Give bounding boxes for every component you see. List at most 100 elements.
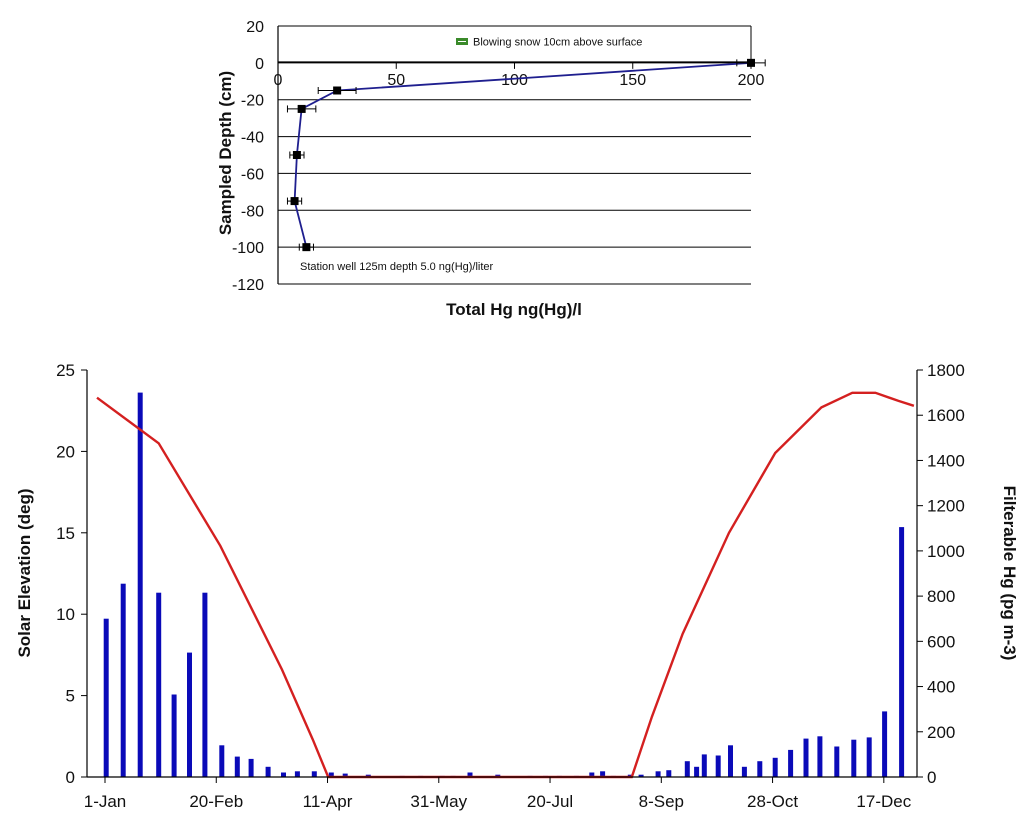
top-y-tick-labels: 20 0 -20 -40 -60 -80 -100 -120 xyxy=(232,19,264,294)
data-point-marker xyxy=(302,243,311,252)
left-y-tick-label: 20 xyxy=(56,442,75,461)
hg-bar xyxy=(156,592,162,777)
hg-bar xyxy=(467,772,473,777)
left-y-tick-label: 5 xyxy=(66,687,75,706)
top-series xyxy=(286,58,766,252)
top-y-tick-label: -40 xyxy=(241,130,264,147)
top-y-tick-label: -100 xyxy=(232,240,264,257)
hg-bar xyxy=(899,527,905,777)
hg-bar xyxy=(120,583,126,777)
hg-bar xyxy=(342,773,348,777)
top-y-tick-label: -120 xyxy=(232,277,264,294)
left-y-tick-label: 15 xyxy=(56,524,75,543)
right-y-tick-label: 800 xyxy=(927,587,955,606)
hg-bar xyxy=(171,694,177,777)
hg-bar xyxy=(655,771,661,777)
bottom-chart: 0 5 10 15 20 25 0 200 400 600 800 1000 1200 1400 1600… xyxy=(15,361,1017,811)
top-gridlines xyxy=(278,25,752,285)
hg-bar xyxy=(666,770,672,777)
bottom-x-tick-label: 1-Jan xyxy=(84,792,127,811)
hg-bar xyxy=(187,652,192,777)
filterable-hg-bars xyxy=(103,392,905,777)
left-y-tick-labels: 0 5 10 15 20 25 xyxy=(56,361,87,787)
data-point-marker xyxy=(297,104,306,113)
hg-bar xyxy=(817,736,823,777)
hg-bar xyxy=(265,766,271,777)
bottom-x-tick-label: 31-May xyxy=(410,792,467,811)
hg-bar xyxy=(638,774,644,777)
left-y-axis-title: Solar Elevation (deg) xyxy=(15,488,34,657)
right-y-tick-label: 400 xyxy=(927,678,955,697)
hg-bar xyxy=(311,771,317,777)
right-y-tick-label: 1400 xyxy=(927,451,965,470)
bottom-x-tick-label: 17-Dec xyxy=(856,792,911,811)
bottom-x-tick-label: 11-Apr xyxy=(303,792,353,811)
right-y-tick-label: 0 xyxy=(927,768,936,787)
hg-bar xyxy=(248,758,254,777)
hg-bar xyxy=(728,745,733,777)
left-y-tick-label: 0 xyxy=(66,768,75,787)
hg-bar xyxy=(834,746,840,777)
solar-elevation-line xyxy=(96,391,915,779)
left-y-tick-label: 10 xyxy=(56,605,75,624)
right-y-tick-label: 600 xyxy=(927,632,955,651)
data-point-marker xyxy=(747,58,755,67)
hg-bar xyxy=(328,772,334,777)
hg-bar xyxy=(882,711,888,777)
station-well-annotation: Station well 125m depth 5.0 ng(Hg)/liter xyxy=(300,261,494,273)
hg-bar xyxy=(772,757,778,777)
bottom-x-tick-label: 28-Oct xyxy=(747,792,798,811)
top-y-tick-label: 20 xyxy=(246,19,264,36)
right-y-tick-label: 1000 xyxy=(927,542,965,561)
hg-bar xyxy=(715,755,721,777)
legend-label: Blowing snow 10cm above surface xyxy=(473,37,642,49)
hg-bar xyxy=(202,592,208,777)
top-y-tick-label: -80 xyxy=(241,203,264,220)
top-x-tick-labels: 0 50 100 150 200 xyxy=(274,62,765,89)
bottom-x-tick-labels: 1-Jan 20-Feb 11-Apr 31-May 20-Jul 8-Sep 28-Oct… xyxy=(84,777,912,811)
hg-bar xyxy=(137,392,143,777)
right-y-tick-labels: 0 200 400 600 800 1000 1200 1400 1600 1800 xyxy=(917,361,965,787)
top-x-tick-label: 50 xyxy=(387,72,405,89)
hg-bar xyxy=(866,737,872,777)
top-x-tick-label: 0 xyxy=(274,72,283,89)
hg-bar xyxy=(694,766,700,777)
hg-bar xyxy=(701,754,707,777)
hg-bar xyxy=(741,766,747,777)
top-x-tick-label: 150 xyxy=(619,72,646,89)
bottom-x-tick-label: 8-Sep xyxy=(639,792,684,811)
right-y-axis-title: Filterable Hg (pg m-3) xyxy=(1000,486,1017,661)
hg-bar xyxy=(103,618,109,777)
left-y-tick-label: 25 xyxy=(56,361,75,380)
data-point-marker xyxy=(333,86,342,95)
hg-bar xyxy=(788,749,794,777)
right-y-tick-label: 200 xyxy=(927,723,955,742)
hg-bar xyxy=(600,771,606,777)
data-point-marker xyxy=(290,197,299,206)
data-point-marker xyxy=(292,151,301,159)
depth-profile-line xyxy=(293,62,752,248)
top-y-tick-label: -60 xyxy=(241,166,264,183)
right-y-tick-label: 1200 xyxy=(927,497,965,516)
hg-bar xyxy=(589,772,595,777)
hg-bar xyxy=(851,739,857,777)
hg-bar xyxy=(234,756,240,777)
top-legend: Blowing snow 10cm above surface xyxy=(456,37,642,49)
hg-bar xyxy=(803,738,809,777)
top-chart: 200-20-40-60-80-100-120 0 50 100 150 200 Blo… xyxy=(216,19,766,319)
right-y-tick-label: 1600 xyxy=(927,406,965,425)
right-y-tick-label: 1800 xyxy=(927,361,965,380)
hg-bar xyxy=(294,771,300,777)
top-y-tick-label: -20 xyxy=(241,93,264,110)
hg-bar xyxy=(281,772,286,777)
hg-bar xyxy=(684,761,690,777)
bottom-x-tick-label: 20-Feb xyxy=(189,792,243,811)
bottom-x-tick-label: 20-Jul xyxy=(527,792,573,811)
top-x-tick-label: 100 xyxy=(501,72,528,89)
top-x-axis-title: Total Hg ng(Hg)/l xyxy=(446,300,582,319)
top-y-axis-title: Sampled Depth (cm) xyxy=(216,71,235,235)
hg-bar xyxy=(757,761,763,777)
top-x-tick-label: 200 xyxy=(738,72,765,89)
top-y-tick-label: 0 xyxy=(255,56,264,73)
